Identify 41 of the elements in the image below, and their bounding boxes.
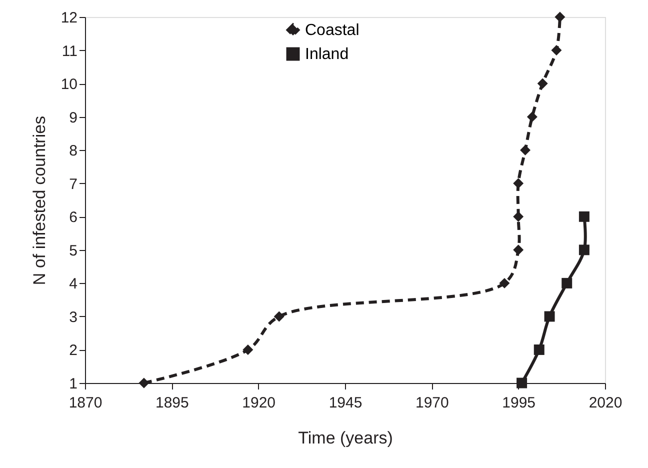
point	[516, 378, 528, 388]
point	[537, 78, 548, 89]
legend-label: Inland	[305, 46, 349, 63]
y-tick-label: 1	[69, 376, 78, 392]
point	[551, 45, 562, 56]
y-tick-label: 4	[69, 276, 78, 293]
x-tick-label: 1945	[328, 394, 362, 412]
point	[554, 12, 566, 22]
y-tick-label: 10	[60, 76, 78, 94]
y-tick-label: 6	[69, 209, 78, 226]
y-tick-label: 7	[69, 176, 78, 193]
x-tick-label: 1920	[242, 394, 276, 412]
point	[544, 311, 555, 322]
y-tick-label: 5	[69, 242, 78, 260]
x-tick-label: 2020	[588, 394, 622, 412]
point	[513, 244, 524, 256]
x-tick-label: 1895	[155, 394, 189, 412]
y-tick-label: 8	[69, 142, 78, 160]
x-tick-label: 1970	[415, 394, 449, 412]
legend-label: Coastal	[305, 22, 360, 39]
y-tick-label: 3	[69, 308, 78, 326]
point	[138, 378, 150, 388]
point	[520, 144, 531, 156]
point	[526, 112, 538, 122]
point	[534, 344, 544, 355]
point	[242, 344, 254, 355]
y-tick-label: 2	[69, 342, 78, 360]
point	[578, 244, 590, 256]
y-tick-label: 11	[62, 42, 78, 60]
y-axis-title: N of infested countries	[30, 116, 49, 286]
point	[513, 178, 524, 189]
point	[274, 311, 284, 322]
point	[562, 278, 572, 288]
x-axis-title: Time (years)	[298, 428, 393, 448]
point	[513, 211, 524, 222]
y-tick-label: 12	[60, 10, 78, 26]
point	[578, 211, 590, 222]
x-tick-label: 1995	[502, 394, 536, 412]
point	[499, 278, 510, 288]
x-tick-label: 1870	[68, 394, 102, 412]
y-tick-label: 9	[69, 109, 78, 126]
